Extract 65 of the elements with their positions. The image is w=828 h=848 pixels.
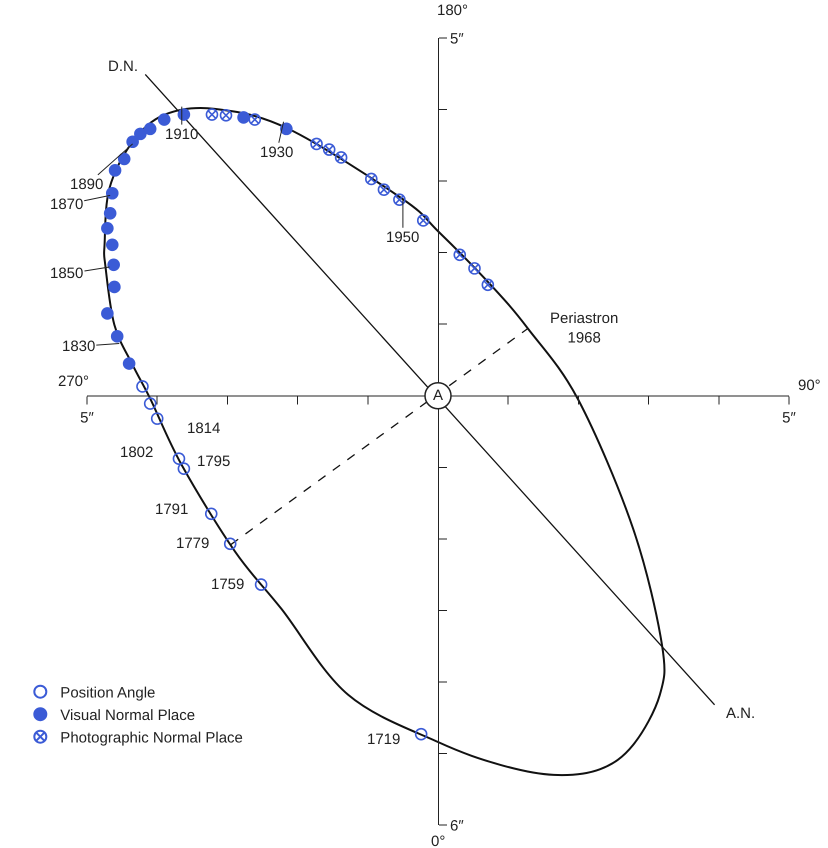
annotation: 1890 [70,176,104,193]
point [144,122,156,136]
point [310,138,323,150]
annotation: D.N. [108,58,138,75]
point [220,108,232,122]
point [378,183,390,196]
annotation: 1814 [187,420,220,437]
point [468,262,481,275]
point [414,728,428,740]
annotation: 1791 [155,501,188,518]
annotation: 270° [58,373,90,390]
legend-label: Photographic Normal Place [60,730,243,747]
point [106,186,119,200]
point [136,380,149,393]
point [206,108,218,121]
point [110,330,124,343]
point [322,143,336,156]
point [248,113,262,126]
annotation: 1759 [211,576,244,593]
point [134,128,147,140]
text: 0° [431,833,446,848]
text: 90° [798,377,821,394]
point [417,214,430,227]
annotation: Periastron 1968 [550,310,618,346]
annotation: A.N. [726,705,756,722]
annotation: 1930 [260,144,294,161]
point [178,462,190,475]
annotation: 1830 [62,338,96,355]
point [280,122,293,136]
point [393,193,406,206]
point [237,111,250,124]
point [150,412,164,425]
y-tick-label: 6″ [450,817,464,834]
annotation: A [433,387,444,404]
point [482,278,494,292]
annotation: 1910 [165,126,198,143]
point [118,152,131,166]
point [254,578,268,591]
point [204,507,218,520]
annotation: 1779 [176,535,210,552]
point [158,113,171,126]
legend-label: Visual Normal Place [60,707,196,724]
point [144,397,156,410]
annotation: 1719 [367,731,400,748]
annotation: 1802 [120,444,154,461]
point [365,172,378,186]
point [126,135,139,148]
point [454,248,466,262]
annotation: 1950 [386,229,420,246]
point [104,206,116,220]
annotation: 1870 [50,196,84,213]
point [108,164,122,177]
point [122,357,136,370]
point [108,280,121,294]
point [101,222,114,235]
point [106,238,119,252]
point [224,538,237,550]
text: 180° [437,2,468,19]
point [172,452,186,465]
point [107,258,120,272]
annotation: 1850 [50,265,84,282]
point [334,151,348,164]
annotation: 1795 [197,453,230,470]
legend-label: Position Angle [60,684,156,702]
point [101,307,114,320]
